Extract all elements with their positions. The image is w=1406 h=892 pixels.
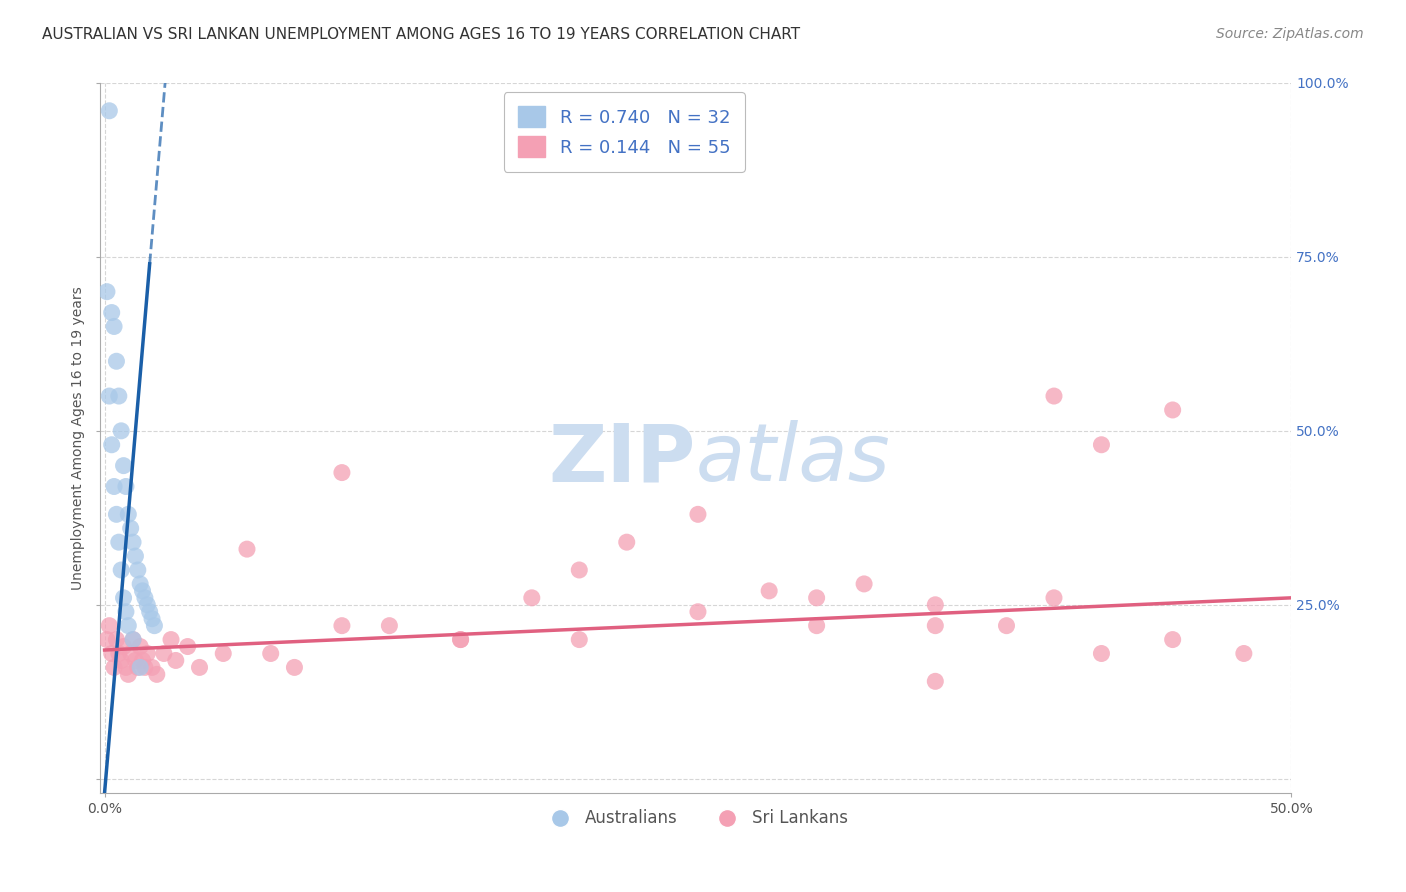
Point (105, 508, 128, 522)
Point (136, 598, 159, 612)
Point (96, 285, 118, 299)
Point (96, 632, 118, 647)
Point (103, 479, 125, 493)
Point (112, 458, 135, 473)
Point (115, 660, 138, 674)
Point (100, 438, 122, 452)
Point (103, 319, 125, 334)
Point (127, 660, 149, 674)
Point (117, 508, 139, 522)
Text: ZIP: ZIP (548, 420, 696, 498)
Point (1043, 389, 1066, 403)
Point (129, 660, 152, 674)
Point (112, 591, 135, 605)
Point (117, 667, 139, 681)
Point (283, 660, 305, 674)
Text: Source: ZipAtlas.com: Source: ZipAtlas.com (1216, 27, 1364, 41)
Point (131, 583, 153, 598)
Point (98, 618, 121, 632)
Point (127, 563, 149, 577)
Point (108, 535, 131, 549)
Point (108, 647, 131, 661)
Point (108, 389, 131, 403)
Point (143, 618, 166, 632)
Point (450, 632, 472, 647)
Point (98, 389, 121, 403)
Point (1043, 591, 1066, 605)
Point (1233, 647, 1256, 661)
Point (1161, 632, 1184, 647)
Point (122, 632, 145, 647)
Point (138, 605, 160, 619)
Point (105, 632, 128, 647)
Point (105, 354, 128, 368)
Point (853, 577, 876, 591)
Point (129, 640, 152, 654)
Point (120, 521, 142, 535)
Point (330, 618, 353, 632)
Point (212, 647, 235, 661)
Point (146, 667, 169, 681)
Point (124, 549, 146, 563)
Point (160, 632, 183, 647)
Point (134, 660, 156, 674)
Point (568, 632, 591, 647)
Point (98, 103, 121, 118)
Point (806, 618, 828, 632)
Point (141, 660, 163, 674)
Point (616, 535, 638, 549)
Point (122, 632, 145, 647)
Point (686, 605, 709, 619)
Point (141, 612, 163, 626)
Point (236, 542, 259, 557)
Y-axis label: Unemployment Among Ages 16 to 19 years: Unemployment Among Ages 16 to 19 years (72, 286, 86, 590)
Point (165, 653, 187, 667)
Point (153, 647, 176, 661)
Point (1090, 647, 1112, 661)
Legend: Australians, Sri Lankans: Australians, Sri Lankans (536, 803, 855, 834)
Point (115, 605, 138, 619)
Point (122, 535, 145, 549)
Point (378, 618, 401, 632)
Point (568, 563, 591, 577)
Point (129, 577, 152, 591)
Point (115, 479, 138, 493)
Point (112, 640, 135, 654)
Point (124, 653, 146, 667)
Text: AUSTRALIAN VS SRI LANKAN UNEMPLOYMENT AMONG AGES 16 TO 19 YEARS CORRELATION CHAR: AUSTRALIAN VS SRI LANKAN UNEMPLOYMENT AM… (42, 27, 800, 42)
Point (100, 305, 122, 319)
Text: atlas: atlas (696, 420, 890, 498)
Point (924, 674, 946, 689)
Point (110, 424, 132, 438)
Point (330, 466, 353, 480)
Point (176, 640, 198, 654)
Point (1090, 438, 1112, 452)
Point (924, 598, 946, 612)
Point (136, 647, 159, 661)
Point (260, 647, 283, 661)
Point (450, 632, 472, 647)
Point (110, 563, 132, 577)
Point (103, 660, 125, 674)
Point (758, 583, 780, 598)
Point (120, 647, 142, 661)
Point (100, 647, 122, 661)
Point (686, 508, 709, 522)
Point (131, 653, 153, 667)
Point (188, 660, 211, 674)
Point (806, 591, 828, 605)
Point (995, 618, 1018, 632)
Point (117, 618, 139, 632)
Point (134, 591, 156, 605)
Point (924, 618, 946, 632)
Point (1161, 403, 1184, 417)
Point (110, 653, 132, 667)
Point (520, 591, 543, 605)
